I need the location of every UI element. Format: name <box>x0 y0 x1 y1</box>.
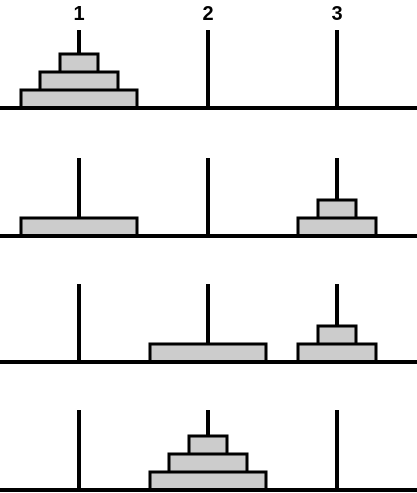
state-row-4 <box>0 410 417 492</box>
peg-label-3: 3 <box>331 3 342 25</box>
disk-size-3 <box>148 342 268 364</box>
disk-size-3 <box>19 216 139 238</box>
disk-size-1 <box>316 324 358 346</box>
state-row-1 <box>0 30 417 110</box>
disk-size-1 <box>58 52 100 74</box>
peg-label-2: 2 <box>202 3 213 25</box>
state-row-2 <box>0 158 417 238</box>
peg-labels: 1 2 3 <box>73 3 342 25</box>
disk-size-3 <box>148 470 268 492</box>
disk-size-2 <box>296 216 378 238</box>
disk-size-1 <box>316 198 358 220</box>
state-rows <box>0 30 417 492</box>
disk-size-2 <box>38 70 120 92</box>
disk-size-3 <box>19 88 139 110</box>
disk-size-2 <box>167 452 249 474</box>
state-row-3 <box>0 284 417 364</box>
peg-label-1: 1 <box>73 3 84 25</box>
disk-size-2 <box>296 342 378 364</box>
disk-size-1 <box>187 434 229 456</box>
